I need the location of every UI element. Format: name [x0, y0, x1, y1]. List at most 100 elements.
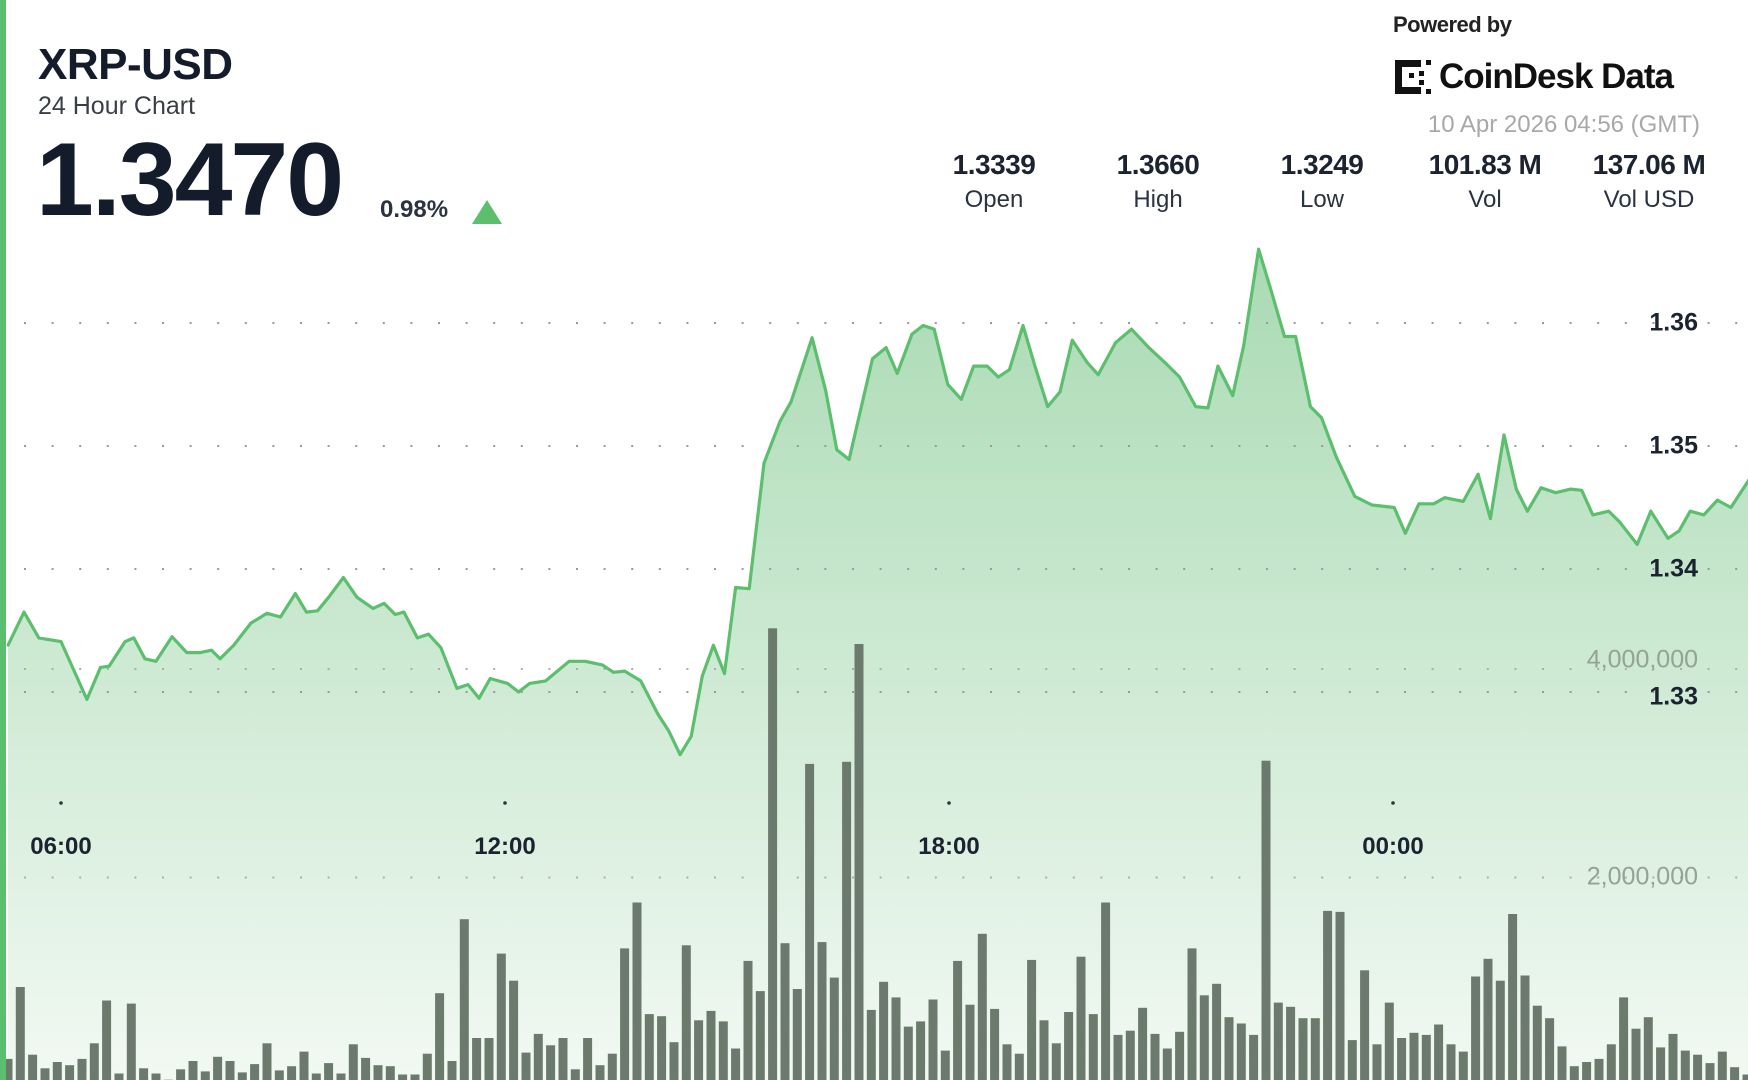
price-point — [1729, 506, 1733, 509]
volume-bar — [1656, 1047, 1666, 1080]
volume-bar — [1002, 1044, 1012, 1080]
volume-bar — [570, 1069, 580, 1080]
volume-bar — [1717, 1051, 1727, 1080]
volume-bar — [114, 1073, 124, 1080]
volume-bar — [509, 980, 519, 1080]
price-point — [1666, 536, 1670, 540]
price-point — [583, 659, 587, 663]
price-point — [996, 375, 1000, 379]
price-point — [778, 420, 782, 423]
price-point — [972, 364, 976, 368]
volume-bar — [287, 1066, 297, 1080]
volume-bar — [1360, 970, 1370, 1080]
volume-bar — [336, 1073, 346, 1080]
price-point — [623, 669, 626, 673]
volume-bar — [928, 999, 938, 1080]
price-point — [985, 364, 989, 368]
price-point — [884, 346, 888, 349]
price-point — [327, 595, 330, 599]
volume-bar — [1101, 902, 1111, 1080]
volume-bar — [176, 1069, 186, 1080]
price-point — [265, 611, 269, 615]
volume-bar — [15, 987, 25, 1080]
volume-bar — [669, 1042, 679, 1080]
volume-bar — [410, 1074, 420, 1080]
volume-bar — [274, 1070, 284, 1080]
volume-bar — [1742, 1074, 1748, 1080]
volume-bar — [459, 919, 469, 1080]
volume-bar — [1668, 1033, 1678, 1080]
volume-bar — [1014, 1053, 1024, 1080]
price-point — [601, 663, 604, 667]
price-point — [132, 636, 136, 640]
volume-bar — [1495, 980, 1505, 1080]
price-point — [1539, 486, 1543, 490]
coindesk-logo-text: CoinDesk Data — [1439, 56, 1674, 96]
price-point — [1607, 509, 1611, 513]
stat-label: Vol USD — [1603, 185, 1695, 213]
volume-bar — [361, 1057, 371, 1080]
price-point — [1163, 361, 1167, 364]
volume-bar — [854, 644, 864, 1080]
volume-bar — [620, 948, 630, 1080]
volume-bar — [1199, 995, 1209, 1080]
volume-bar — [1471, 976, 1481, 1080]
volume-bar — [484, 1038, 494, 1080]
price-point — [1096, 373, 1100, 377]
volume-bar — [903, 1026, 913, 1080]
volume-bar — [1680, 1050, 1690, 1080]
price-point — [1569, 487, 1572, 491]
price-point — [1688, 509, 1692, 513]
volume-bar — [990, 1008, 1000, 1080]
price-point — [107, 664, 111, 668]
timestamp: 10 Apr 2026 04:56 (GMT) — [1427, 111, 1700, 138]
volume-bar — [348, 1044, 358, 1080]
volume-bar — [1569, 1066, 1579, 1080]
volume-bar — [583, 1038, 593, 1080]
price-point — [143, 657, 147, 661]
volume-bar — [3, 1058, 13, 1080]
volume-bar — [694, 1020, 704, 1080]
volume-bar — [1508, 914, 1518, 1080]
volume-bar — [151, 1073, 161, 1080]
volume-bar — [1323, 910, 1333, 1080]
price-point — [1591, 513, 1595, 517]
volume-bar — [891, 997, 901, 1080]
volume-bar — [200, 1071, 210, 1080]
volume-bar — [1409, 1032, 1419, 1080]
volume-bar — [139, 1068, 149, 1080]
volume-bar — [916, 1021, 926, 1080]
volume-bar — [1286, 1006, 1296, 1080]
volume-bar — [1088, 1014, 1098, 1080]
volume-bar — [1372, 1044, 1382, 1080]
price-point — [1353, 495, 1357, 498]
volume-bar — [1162, 1048, 1172, 1080]
price-point — [1008, 368, 1011, 372]
volume-bar — [373, 1065, 383, 1080]
price-point — [316, 609, 319, 613]
volume-bar — [1039, 1020, 1049, 1080]
volume-bar — [1458, 1051, 1468, 1080]
volume-bar — [1520, 975, 1530, 1080]
price-point — [667, 730, 671, 733]
price-point — [1461, 500, 1465, 503]
price-point — [1417, 502, 1421, 506]
volume-bar — [521, 1052, 531, 1080]
volume-bar — [977, 933, 987, 1080]
price-point — [1716, 498, 1719, 502]
accent-stripe — [0, 0, 6, 1080]
price-point — [1392, 506, 1396, 509]
price-point — [678, 753, 682, 757]
price-point — [170, 635, 174, 639]
volume-bar — [1236, 1023, 1246, 1080]
volume-bar — [422, 1053, 432, 1080]
volume-bar — [1298, 1018, 1308, 1080]
stat-value: 137.06 M — [1592, 149, 1706, 180]
price-point — [439, 646, 443, 650]
price-point — [6, 643, 10, 647]
volume-bar — [1594, 1058, 1604, 1080]
price-point — [232, 643, 236, 647]
volume-bar — [644, 1014, 654, 1080]
volume-bar — [940, 1050, 950, 1080]
